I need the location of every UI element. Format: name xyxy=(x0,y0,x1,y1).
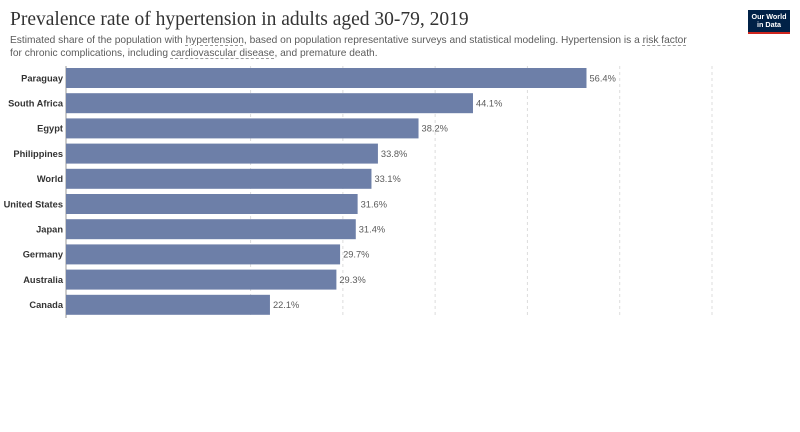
category-label: Paraguay xyxy=(21,73,64,83)
subtitle-text: for chronic complications, including xyxy=(10,47,171,59)
category-label: Egypt xyxy=(37,124,63,134)
bar[interactable] xyxy=(66,93,473,114)
subtitle-text: , based on population representative sur… xyxy=(243,35,643,46)
value-label: 31.6% xyxy=(361,199,387,209)
value-label: 38.2% xyxy=(422,124,448,134)
bars xyxy=(66,68,587,315)
labels: Paraguay 56.4% South Africa 44.1% Egypt 38.2%… xyxy=(4,73,616,310)
subtitle-text: , and premature death. xyxy=(274,47,378,59)
category-label: Japan xyxy=(36,225,63,235)
value-label: 33.8% xyxy=(381,149,407,159)
bar[interactable] xyxy=(66,194,358,214)
value-label: 44.1% xyxy=(476,99,502,109)
chart-header: Prevalence rate of hypertension in adult… xyxy=(10,8,700,60)
bar[interactable] xyxy=(66,269,337,290)
value-label: 31.4% xyxy=(359,225,385,235)
category-label: South Africa xyxy=(8,99,64,109)
bar[interactable] xyxy=(66,68,587,88)
bar[interactable] xyxy=(66,118,419,139)
category-label: Germany xyxy=(23,250,64,260)
value-label: 22.1% xyxy=(273,300,299,310)
logo-line-2: in Data xyxy=(757,20,781,29)
category-label: Philippines xyxy=(13,149,63,159)
value-label: 33.1% xyxy=(374,174,400,184)
subtitle-link[interactable]: risk factor xyxy=(642,35,687,46)
category-label: United States xyxy=(4,199,63,209)
category-label: Canada xyxy=(29,300,63,310)
subtitle-link[interactable]: hypertension xyxy=(185,35,244,46)
chart-subtitle: Estimated share of the population with h… xyxy=(10,35,700,60)
bar[interactable] xyxy=(66,168,372,189)
value-label: 29.7% xyxy=(343,250,369,260)
bar[interactable] xyxy=(66,219,356,240)
value-label: 29.3% xyxy=(339,275,365,285)
owid-logo[interactable]: Our World in Data xyxy=(748,10,790,34)
category-label: World xyxy=(37,174,63,184)
bar[interactable] xyxy=(66,244,341,265)
bar[interactable] xyxy=(66,143,378,164)
category-label: Australia xyxy=(23,275,64,285)
value-label: 56.4% xyxy=(589,73,615,83)
logo-line-1: Our World xyxy=(751,12,787,21)
chart-title: Prevalence rate of hypertension in adult… xyxy=(10,9,469,30)
subtitle-link[interactable]: cardiovascular disease xyxy=(170,47,275,59)
subtitle-text: Estimated share of the population with xyxy=(10,35,186,46)
bar[interactable] xyxy=(66,294,270,315)
